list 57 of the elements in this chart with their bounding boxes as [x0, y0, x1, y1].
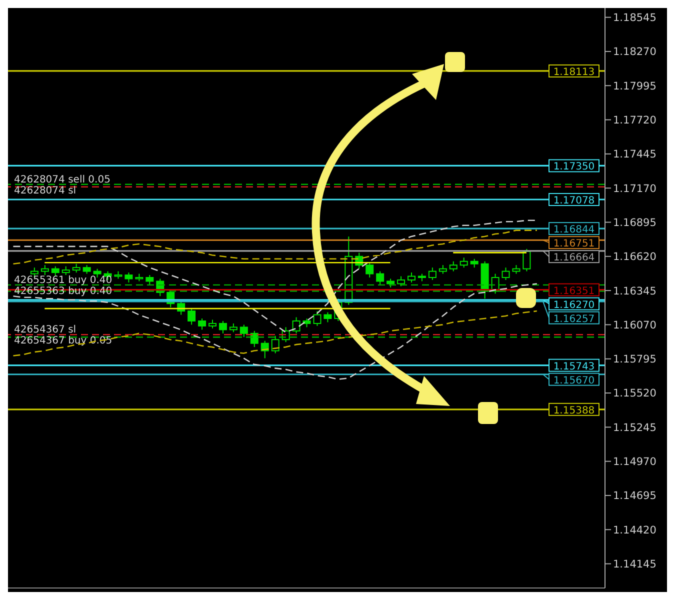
y-tick-label: 1.14970 [613, 456, 656, 468]
ref-line-label: 1.16257 [553, 314, 595, 325]
y-tick-label: 1.14420 [613, 524, 656, 536]
candlestick [366, 262, 374, 278]
candlestick [292, 316, 300, 334]
y-tick-label: 1.16070 [613, 319, 656, 332]
line-series [12, 230, 538, 264]
ref-line-label: 1.17078 [553, 196, 595, 207]
ref-line-label: 42628074 sl [14, 185, 76, 196]
candlestick [522, 248, 531, 272]
y-tick-label: 1.16620 [613, 251, 656, 264]
candlestick [188, 308, 196, 326]
candlestick [250, 330, 258, 348]
ref-line-label: 1.18113 [553, 66, 595, 78]
y-tick-label: 1.17720 [613, 114, 656, 127]
ref-line-label: 1.16844 [553, 224, 595, 236]
candlestick [397, 276, 406, 287]
y-tick-label: 1.15795 [613, 354, 656, 366]
ref-line-label: 42628074 sell 0.05 [14, 174, 110, 186]
candlestick [376, 270, 384, 286]
ref-line-label: 1.15743 [553, 361, 595, 372]
y-tick-label: 1.16895 [613, 216, 656, 229]
y-tick-label: 1.14145 [613, 558, 656, 571]
ref-line-label: 1.16270 [553, 300, 595, 311]
y-tick-label: 1.14695 [613, 490, 656, 502]
candlestick [40, 264, 49, 276]
ref-line-label: 1.15670 [553, 375, 595, 386]
line-series [12, 310, 538, 356]
y-tick-label: 1.17445 [613, 148, 656, 161]
y-tick-label: 1.15520 [613, 388, 656, 400]
candlestick [146, 274, 154, 286]
y-tick-label: 1.17995 [613, 80, 656, 92]
candlestick [460, 257, 468, 268]
candlestick [313, 310, 322, 326]
candlestick [428, 267, 436, 280]
ref-line-label: 42655361 buy 0.40 [14, 274, 112, 286]
ref-line-label: 1.15388 [553, 405, 595, 416]
ref-line-label: 1.17350 [553, 162, 595, 173]
y-tick-label: 1.17170 [613, 182, 656, 195]
candlestick [198, 318, 206, 330]
y-tick-label: 1.16345 [613, 285, 656, 298]
candlestick [449, 260, 458, 272]
candlestick [218, 320, 227, 334]
ref-line-label: 1.16664 [553, 252, 595, 264]
candlestick [51, 266, 60, 277]
candlestick [124, 272, 133, 283]
y-tick-label: 1.15245 [613, 422, 656, 434]
y-tick-label: 1.18270 [613, 46, 656, 58]
candlestick [271, 335, 280, 354]
candlestick [240, 324, 248, 338]
ref-line-label: 1.16351 [553, 286, 595, 297]
candlestick [324, 312, 332, 323]
ref-line-label: 1.16751 [553, 238, 595, 250]
y-tick-label: 1.18545 [613, 12, 656, 24]
candlestick [408, 272, 416, 283]
ref-line-label: 42654367 sl [14, 324, 76, 336]
candlestick [502, 267, 510, 280]
